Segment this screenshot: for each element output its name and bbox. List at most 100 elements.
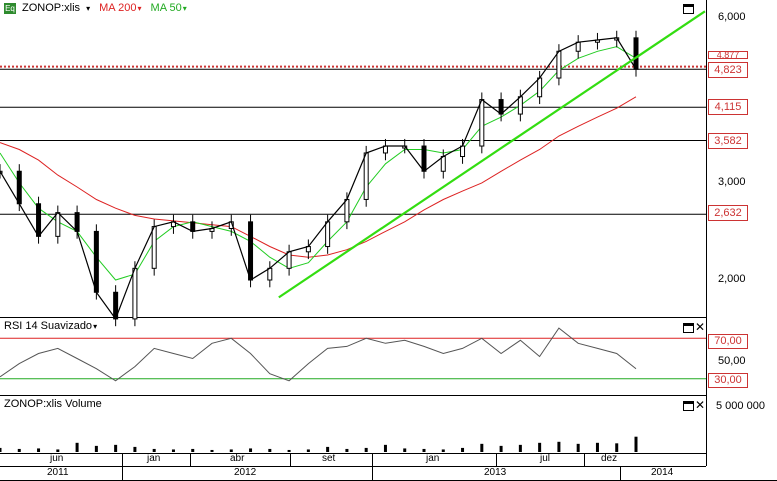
price-level-label: 3,582 [708,133,748,149]
rsi-lower-label: 30,00 [708,373,748,388]
time-tick [290,453,291,466]
time-axis-divider [0,466,706,467]
volume-bar [287,449,291,452]
volume-bar [383,444,387,452]
price-line [0,37,637,321]
time-tick [372,453,373,466]
year-label: 2013 [484,467,507,478]
ma50-line [0,46,637,281]
ma50-label[interactable]: MA 50 [150,2,182,14]
close-volume-pane-icon[interactable]: ✕ [695,398,706,412]
volume-bar [345,448,349,452]
volume-bar [249,448,253,452]
price-level-label: 4,823 [708,62,748,78]
price-candle [132,267,138,320]
volume-bar [403,448,407,452]
volume-bar [557,441,561,452]
time-tick [584,453,585,466]
volume-bar [615,443,619,452]
time-tick [496,453,497,466]
price-candle [36,203,42,237]
volume-bar [422,448,426,452]
year-tick [372,466,373,480]
month-label: set [322,453,336,464]
volume-bar [441,449,445,452]
price-candle [537,77,543,98]
volume-bar [634,436,638,452]
month-label: jul [540,453,551,464]
volume-bar [306,449,310,452]
maximize-volume-pane-icon[interactable] [683,401,694,411]
month-label: jan [426,453,440,464]
maximize-pane-icon[interactable] [683,4,694,14]
time-tick [190,453,191,466]
price-candle [93,230,99,293]
year-label: 2012 [234,467,257,478]
volume-bar [326,446,330,452]
year-tick [620,466,621,480]
ma200-label[interactable]: MA 200 [99,2,137,14]
month-label: dez [601,453,618,464]
price-level-label: 4,115 [708,99,748,115]
price-candle [517,96,523,115]
price-axis-tick: 6,000 [718,11,746,23]
rsi-title[interactable]: RSI 14 Suavizado [4,320,93,332]
price-candle [151,226,157,269]
volume-bar [0,447,2,452]
price-candle [479,99,485,147]
year-label: 2014 [651,467,674,478]
ma200-line [0,96,637,258]
volume-bar [37,448,41,452]
rsi-pane: RSI 14 Suavizado▾ ✕ [0,318,706,396]
price-candle [440,156,446,172]
rsi-dropdown-icon[interactable]: ▾ [93,322,98,331]
price-candle [498,99,504,115]
volume-bar [364,447,368,452]
volume-bar [210,449,214,452]
symbol-label[interactable]: ZONOP:xlis [22,2,81,14]
volume-bar [229,449,233,452]
price-axis-line [706,0,707,466]
rsi-upper-label: 70,00 [708,334,748,349]
volume-bar [518,444,522,452]
price-candle [267,267,273,281]
volume-bar [56,449,60,452]
price-pane: Eq ZONOP:xlis ▾ MA 200▾ MA 50▾ [0,2,706,318]
symbol-dropdown-icon[interactable]: ▾ [86,4,91,13]
ma50-dropdown-icon[interactable]: ▾ [182,4,187,13]
volume-bar [595,442,599,452]
price-candle [248,221,254,281]
price-pane-header: Eq ZONOP:xlis ▾ MA 200▾ MA 50▾ [4,2,193,14]
volume-bar [152,448,156,452]
volume-pane: ZONOP:xlis Volume ✕ [0,396,706,454]
rsi-pane-header: RSI 14 Suavizado▾ [4,320,103,332]
ma200-dropdown-icon[interactable]: ▾ [137,4,142,13]
volume-title[interactable]: ZONOP:xlis Volume [4,398,102,410]
volume-bar [576,443,580,452]
year-label: 2011 [47,467,69,478]
close-rsi-pane-icon[interactable]: ✕ [695,320,706,334]
month-label: abr [230,453,245,464]
volume-bar [133,446,137,452]
price-candle [16,170,22,205]
year-tick [122,466,123,480]
price-candle [633,37,639,70]
volume-bar [499,445,503,452]
price-candle [363,152,369,200]
price-candle [421,145,427,172]
volume-bar [461,447,465,452]
maximize-rsi-pane-icon[interactable] [683,323,694,333]
month-label: jan [147,453,161,464]
time-axis: jun jan abr set jan jul dez 2011 2012 20… [0,453,777,481]
volume-bar [268,448,272,452]
volume-scale-label: 5 000 000 [716,400,765,412]
time-tick [122,453,123,466]
price-level-label: 2,632 [708,205,748,221]
month-label: jun [50,453,64,464]
price-candle [575,41,581,52]
price-axis-tick: 3,000 [718,176,746,188]
price-candle [286,251,292,269]
price-candle [556,50,562,79]
volume-bar [94,445,98,452]
